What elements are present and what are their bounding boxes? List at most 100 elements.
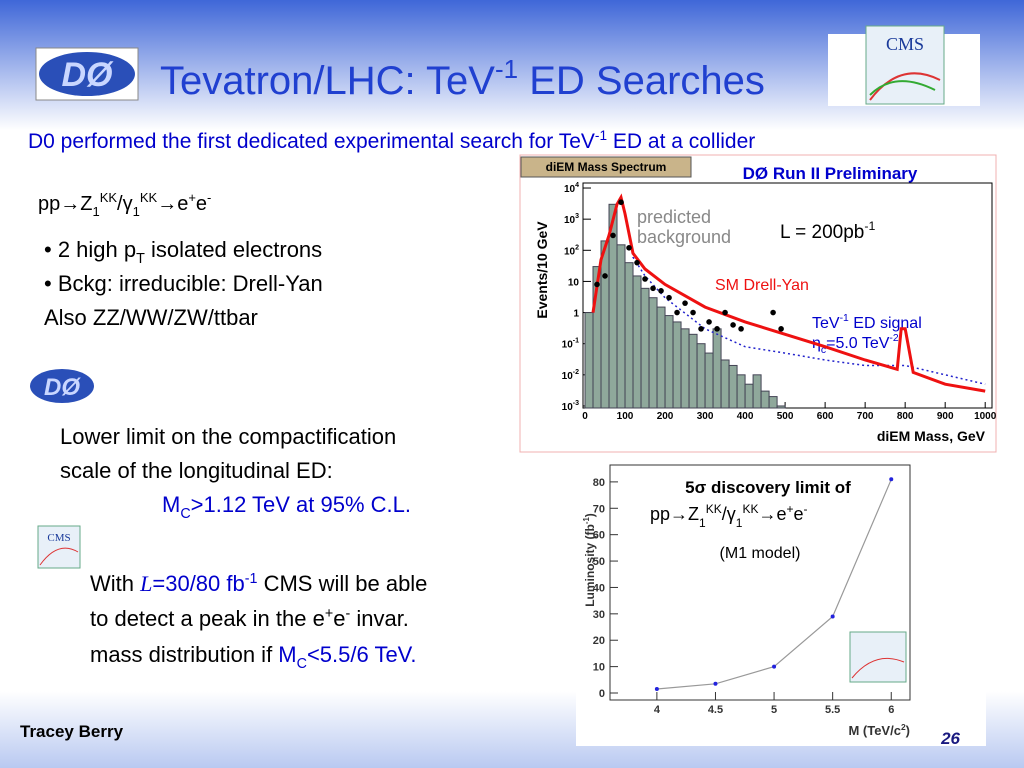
- text-sup: -1: [245, 571, 258, 587]
- tick-label: 102: [564, 244, 579, 257]
- process-part: -: [804, 502, 808, 516]
- data-point: [650, 285, 656, 292]
- label-part: ): [583, 513, 597, 517]
- subtitle: D0 performed the first dedicated experim…: [28, 128, 755, 153]
- bullet-part: • 2 high p: [44, 237, 136, 262]
- point: [654, 687, 659, 692]
- footer-author: Tracey Berry: [20, 722, 124, 741]
- process-sup: -: [207, 190, 211, 205]
- text-part: M: [278, 642, 296, 667]
- x-axis-label: diEM Mass, GeV: [877, 428, 986, 444]
- d0-result: Lower limit on the compactification scal…: [60, 424, 411, 522]
- logo-text: DØ: [44, 374, 81, 401]
- page-number: 26: [940, 729, 960, 748]
- cms-result: With L=30/80 fb-1 CMS will be able to de…: [90, 571, 427, 672]
- tick-label-sup: 2: [575, 244, 579, 251]
- lum-symbol: L: [139, 571, 152, 596]
- tick-label: 5: [771, 704, 777, 716]
- process-part: 1: [736, 516, 743, 530]
- tick-label-sup: 4: [575, 182, 579, 189]
- tick-label-base: 10: [562, 371, 574, 382]
- tick-label-sup: -1: [573, 338, 579, 345]
- y-axis-label: Events/10 GeV: [534, 221, 550, 319]
- plot-title: DØ Run II Preliminary: [743, 164, 918, 183]
- tick-label-sup: -2: [573, 369, 579, 376]
- bullet: • Bckg: irreducible: Drell-Yan: [44, 271, 323, 296]
- process-part: KK: [742, 502, 758, 516]
- tick-label-base: 10: [564, 215, 576, 226]
- text-sup: -: [345, 606, 350, 622]
- text-sup: +: [325, 606, 333, 622]
- data-point: [666, 294, 672, 301]
- title-part: ED Searches: [518, 59, 765, 103]
- tick-label: 500: [777, 411, 794, 422]
- tick-label: 800: [897, 411, 914, 422]
- text-line: With L=30/80 fb-1 CMS will be able: [90, 571, 427, 596]
- process-part: →: [670, 504, 688, 524]
- tick-label: 60: [593, 530, 605, 542]
- tick-label: 10: [593, 662, 605, 674]
- process-part: e: [177, 193, 188, 215]
- bullet-part: isolated electrons: [145, 237, 322, 262]
- tick-label: 4: [654, 704, 661, 716]
- histogram-bar: [600, 240, 610, 409]
- text-sub: C: [297, 656, 307, 672]
- data-point: [618, 199, 624, 206]
- histogram-bar: [624, 262, 634, 409]
- process-part: /γ: [117, 193, 133, 215]
- histogram-bar: [728, 364, 738, 409]
- subtitle-part: D0 performed the first dedicated experim…: [28, 130, 595, 153]
- data-point: [642, 276, 648, 282]
- lumi-label: L = 200pb-1: [780, 219, 875, 243]
- text-part: invar.: [350, 606, 409, 631]
- data-point: [594, 281, 600, 288]
- tick-label-sup: -3: [573, 400, 579, 407]
- bullet: • 2 high pT isolated electrons: [44, 237, 322, 267]
- subtitle-sup: -1: [595, 128, 607, 143]
- signal-sub: c: [821, 345, 826, 356]
- plot-frame: [582, 182, 993, 409]
- plot-panel: [576, 456, 986, 746]
- histogram-bar: [640, 287, 650, 409]
- process-part: →: [758, 504, 776, 524]
- plot-frame: [609, 464, 911, 701]
- histogram-bar: [584, 312, 594, 409]
- tick-label: 900: [937, 411, 954, 422]
- cms-logo: [849, 631, 907, 683]
- subtitle-part: ED at a collider: [607, 130, 755, 153]
- process-part: /γ: [722, 504, 736, 524]
- process-sup: KK: [140, 190, 158, 205]
- histogram-bar: [648, 297, 658, 409]
- point: [713, 681, 718, 686]
- data-point: [610, 232, 616, 239]
- legend-text: background: [637, 227, 731, 247]
- tick-label-base: 10: [562, 340, 574, 351]
- d0-logo: DØ: [30, 369, 94, 403]
- limit-sub: C: [180, 506, 190, 522]
- signal-sup: -1: [840, 313, 849, 324]
- histogram-bar: [632, 275, 642, 409]
- banner: [520, 156, 692, 178]
- data-point: [778, 326, 784, 332]
- y-axis-label: Luminosity (fb-1): [582, 513, 597, 607]
- tick-label: 40: [593, 582, 605, 594]
- text-part: <5.5/6 TeV.: [307, 642, 417, 667]
- histogram-bar: [688, 333, 698, 409]
- tick-label: 5.5: [825, 704, 840, 716]
- bullet: Also ZZ/WW/ZW/ttbar: [44, 305, 258, 330]
- process-part: pp: [650, 504, 670, 524]
- title-part: Tevatron/LHC: TeV: [160, 59, 495, 103]
- title-sup: -1: [495, 54, 518, 84]
- histogram-bar: [664, 315, 674, 409]
- process-part: →: [60, 193, 80, 215]
- tick-label-base: 10: [564, 246, 576, 257]
- tick-label: 103: [564, 213, 579, 226]
- process-sup: +: [188, 190, 196, 205]
- label-sup: 2: [901, 722, 906, 732]
- cms-logo: CMS: [37, 525, 81, 569]
- histogram-bar: [736, 374, 746, 409]
- logo-text: CMS: [47, 532, 70, 544]
- process: pp→Z1KK/γ1KK→e+e-: [38, 190, 211, 219]
- text-line: to detect a peak in the e+e- invar.: [90, 606, 409, 631]
- d0-logo: DØ: [35, 47, 139, 101]
